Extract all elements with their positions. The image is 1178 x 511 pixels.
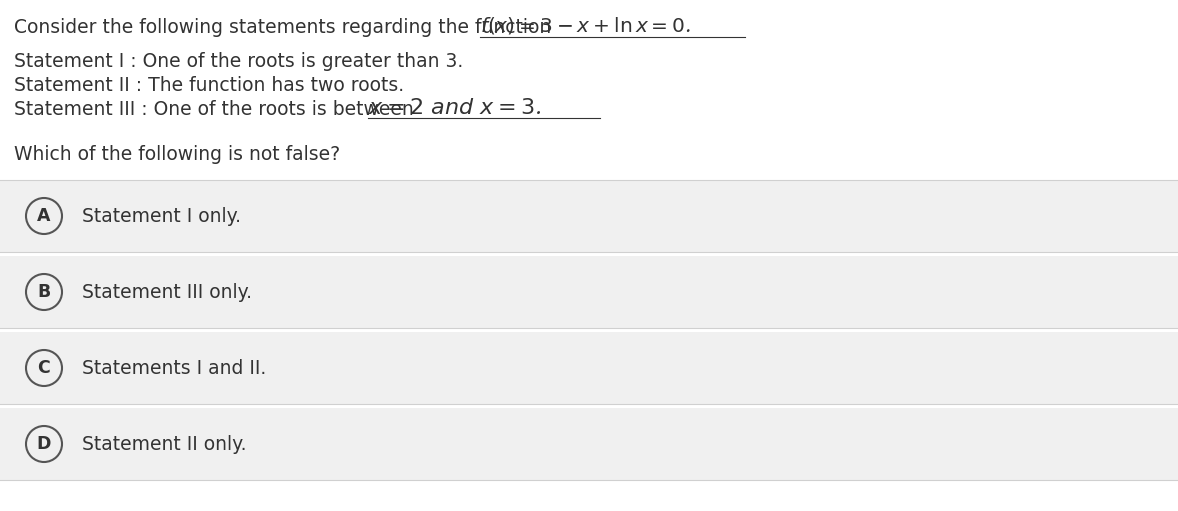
Circle shape [26,274,62,310]
FancyBboxPatch shape [0,256,1178,328]
Circle shape [26,198,62,234]
FancyBboxPatch shape [0,180,1178,252]
Text: Statement II : The function has two roots.: Statement II : The function has two root… [14,76,404,95]
Text: Consider the following statements regarding the function: Consider the following statements regard… [14,18,557,37]
Text: B: B [38,283,51,301]
Text: Statements I and II.: Statements I and II. [82,359,266,378]
Text: $f(x) = 3 - x + \ln x = 0$.: $f(x) = 3 - x + \ln x = 0$. [479,15,691,36]
FancyBboxPatch shape [0,332,1178,404]
FancyBboxPatch shape [0,408,1178,480]
Text: Statement I : One of the roots is greater than 3.: Statement I : One of the roots is greate… [14,52,463,71]
Text: C: C [38,359,51,377]
Circle shape [26,350,62,386]
Text: Statement III only.: Statement III only. [82,283,252,301]
Text: D: D [37,435,51,453]
Circle shape [26,426,62,462]
Text: Statement I only.: Statement I only. [82,206,241,225]
Text: Statement II only.: Statement II only. [82,434,246,453]
Text: A: A [38,207,51,225]
Text: $x = 2$$\ and\ $$x = 3$.: $x = 2$$\ and\ $$x = 3$. [368,97,541,119]
Text: Which of the following is not false?: Which of the following is not false? [14,145,340,164]
Text: Statement III : One of the roots is between: Statement III : One of the roots is betw… [14,100,419,119]
